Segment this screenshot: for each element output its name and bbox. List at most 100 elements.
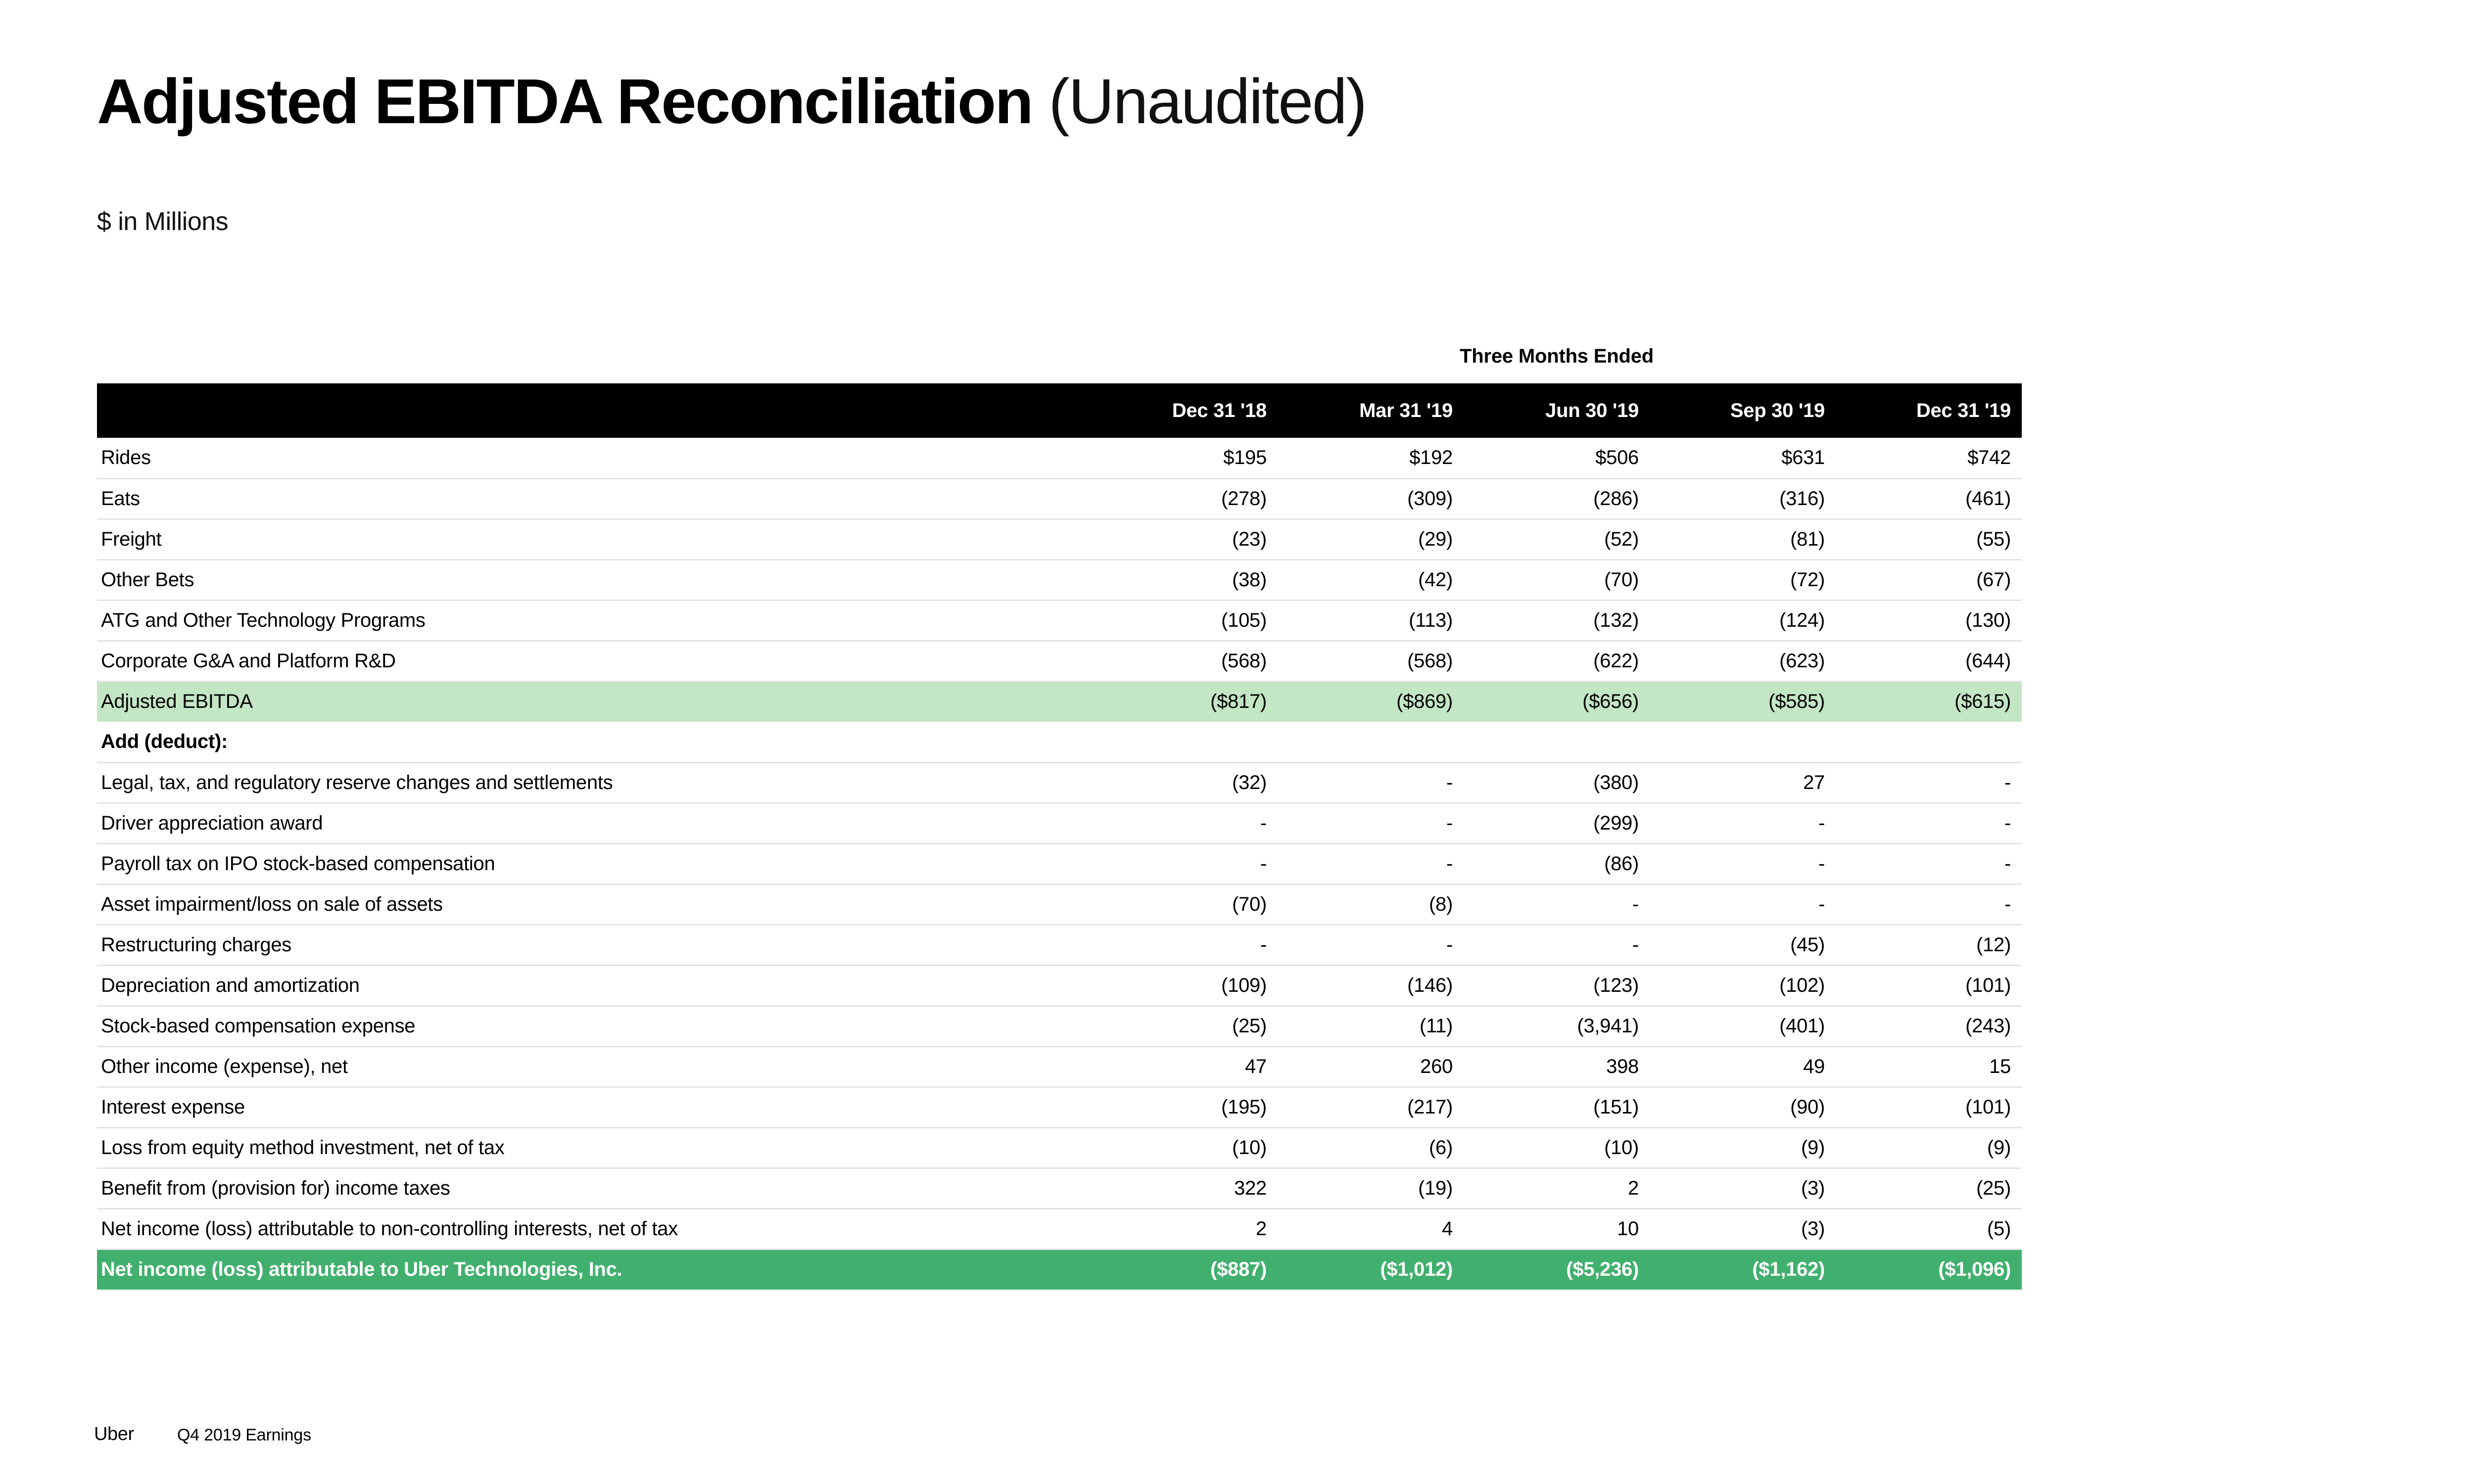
row-value: (19) [1278, 1168, 1464, 1209]
table-row: Loss from equity method investment, net … [97, 1127, 2022, 1169]
table-row: Other Bets (38) (42) (70) (72) (67) [97, 559, 2022, 601]
row-value: (278) [1092, 478, 1278, 520]
row-value: - [1278, 843, 1464, 885]
row-value: 322 [1092, 1168, 1278, 1209]
row-label: Stock-based compensation expense [97, 1006, 1092, 1047]
row-value: - [1836, 762, 2022, 804]
row-value: (81) [1650, 519, 1836, 560]
row-value: (102) [1650, 965, 1836, 1007]
row-label: Asset impairment/loss on sale of assets [97, 884, 1092, 926]
row-value: (568) [1278, 641, 1464, 682]
row-label: Net income (loss) attributable to Uber T… [97, 1249, 1092, 1290]
row-value: 49 [1650, 1046, 1836, 1088]
row-value: (309) [1278, 478, 1464, 520]
row-value: (86) [1464, 843, 1650, 885]
row-value: 47 [1092, 1046, 1278, 1088]
column-header-jun-30-19: Jun 30 '19 [1545, 399, 1639, 421]
table-row: Net income (loss) attributable to non-co… [97, 1208, 2022, 1250]
row-value: (316) [1650, 478, 1836, 520]
row-value: ($585) [1650, 681, 1836, 722]
row-value: (644) [1836, 641, 2022, 682]
row-value: - [1464, 925, 1650, 966]
row-value: - [1650, 884, 1836, 926]
row-value: (67) [1836, 559, 2022, 601]
row-label: Freight [97, 519, 1092, 560]
footer-deck-name: Q4 2019 Earnings [177, 1426, 311, 1444]
table-row: Eats (278) (309) (286) (316) (461) [97, 478, 2022, 520]
row-value: (113) [1278, 600, 1464, 642]
table-row: Depreciation and amortization (109) (146) (… [97, 965, 2022, 1007]
row-value: 2 [1092, 1208, 1278, 1250]
row-value: (32) [1092, 762, 1278, 804]
row-value: (105) [1092, 600, 1278, 642]
row-label: Depreciation and amortization [97, 965, 1092, 1007]
row-value: 260 [1278, 1046, 1464, 1088]
row-value: (9) [1836, 1127, 2022, 1169]
table-row: Stock-based compensation expense (25) (11)… [97, 1006, 2022, 1047]
row-value: 2 [1464, 1168, 1650, 1209]
table-row: Freight (23) (29) (52) (81) (55) [97, 519, 2022, 560]
row-value: (243) [1836, 1006, 2022, 1047]
row-label: Driver appreciation award [97, 803, 1092, 844]
column-header-sep-30-19: Sep 30 '19 [1730, 399, 1825, 421]
financial-table: Dec 31 '18 Mar 31 '19 Jun 30 '19 Sep 30 … [97, 383, 2022, 1290]
row-value: (25) [1092, 1006, 1278, 1047]
row-value: (3) [1650, 1208, 1836, 1250]
row-value: - [1650, 803, 1836, 844]
row-value: (38) [1092, 559, 1278, 601]
row-value: 10 [1464, 1208, 1650, 1250]
row-value: (29) [1278, 519, 1464, 560]
row-value: 4 [1278, 1208, 1464, 1250]
row-value: (10) [1092, 1127, 1278, 1169]
row-label: Eats [97, 478, 1092, 520]
table-row: Other income (expense), net 47 260 398 49 15 [97, 1046, 2022, 1088]
row-value: - [1836, 843, 2022, 885]
row-label: Interest expense [97, 1087, 1092, 1128]
table-row: ATG and Other Technology Programs (105) (1… [97, 600, 2022, 642]
table-row: Adjusted EBITDA ($817) ($869) ($656) ($585)(… [97, 681, 2022, 722]
row-value: (72) [1650, 559, 1836, 601]
row-value: (146) [1278, 965, 1464, 1007]
row-value: (109) [1092, 965, 1278, 1007]
row-value: (401) [1650, 1006, 1836, 1047]
row-value [1278, 722, 1464, 763]
page-title: Adjusted EBITDA Reconciliation (Unaudite… [97, 66, 1367, 137]
footer-brand-logo: Uber [94, 1424, 134, 1444]
row-value: (11) [1278, 1006, 1464, 1047]
table-row: Payroll tax on IPO stock-based compensat… [97, 843, 2022, 885]
row-value: (101) [1836, 965, 2022, 1007]
row-value: ($1,096) [1836, 1249, 2022, 1290]
row-value: (299) [1464, 803, 1650, 844]
row-value: (124) [1650, 600, 1836, 642]
row-value [1464, 722, 1650, 763]
table-row: Corporate G&A and Platform R&D (568) (568)… [97, 641, 2022, 682]
row-label: Corporate G&A and Platform R&D [97, 641, 1092, 682]
table-row: Rides $195 $192 $506 $631 $742 [97, 438, 2022, 479]
row-value [1650, 722, 1836, 763]
row-value: (70) [1092, 884, 1278, 926]
row-value: - [1278, 925, 1464, 966]
row-value: (12) [1836, 925, 2022, 966]
row-label: ATG and Other Technology Programs [97, 600, 1092, 642]
row-value: (3,941) [1464, 1006, 1650, 1047]
table-row: Legal, tax, and regulatory reserve chang… [97, 762, 2022, 804]
row-label: Payroll tax on IPO stock-based compensat… [97, 843, 1092, 885]
row-value: - [1836, 884, 2022, 926]
row-value: $506 [1464, 438, 1650, 479]
row-value: (70) [1464, 559, 1650, 601]
page-title-main: Adjusted EBITDA Reconciliation [97, 66, 1049, 137]
row-label: Rides [97, 438, 1092, 479]
row-value: (90) [1650, 1087, 1836, 1128]
table-row: Net income (loss) attributable to Uber T… [97, 1249, 2022, 1290]
row-label: Add (deduct): [97, 722, 1092, 763]
page-subtitle: $ in Millions [97, 207, 229, 236]
row-value: - [1092, 803, 1278, 844]
group-header-label: Three Months Ended [1460, 345, 1654, 367]
row-value: ($5,236) [1464, 1249, 1650, 1290]
table-row: Driver appreciation award - - (299) - - [97, 803, 2022, 844]
row-label: Other income (expense), net [97, 1046, 1092, 1088]
row-value: ($817) [1092, 681, 1278, 722]
column-header-dec-31-18: Dec 31 '18 [1172, 399, 1267, 421]
row-value: (3) [1650, 1168, 1836, 1209]
row-value: ($615) [1836, 681, 2022, 722]
